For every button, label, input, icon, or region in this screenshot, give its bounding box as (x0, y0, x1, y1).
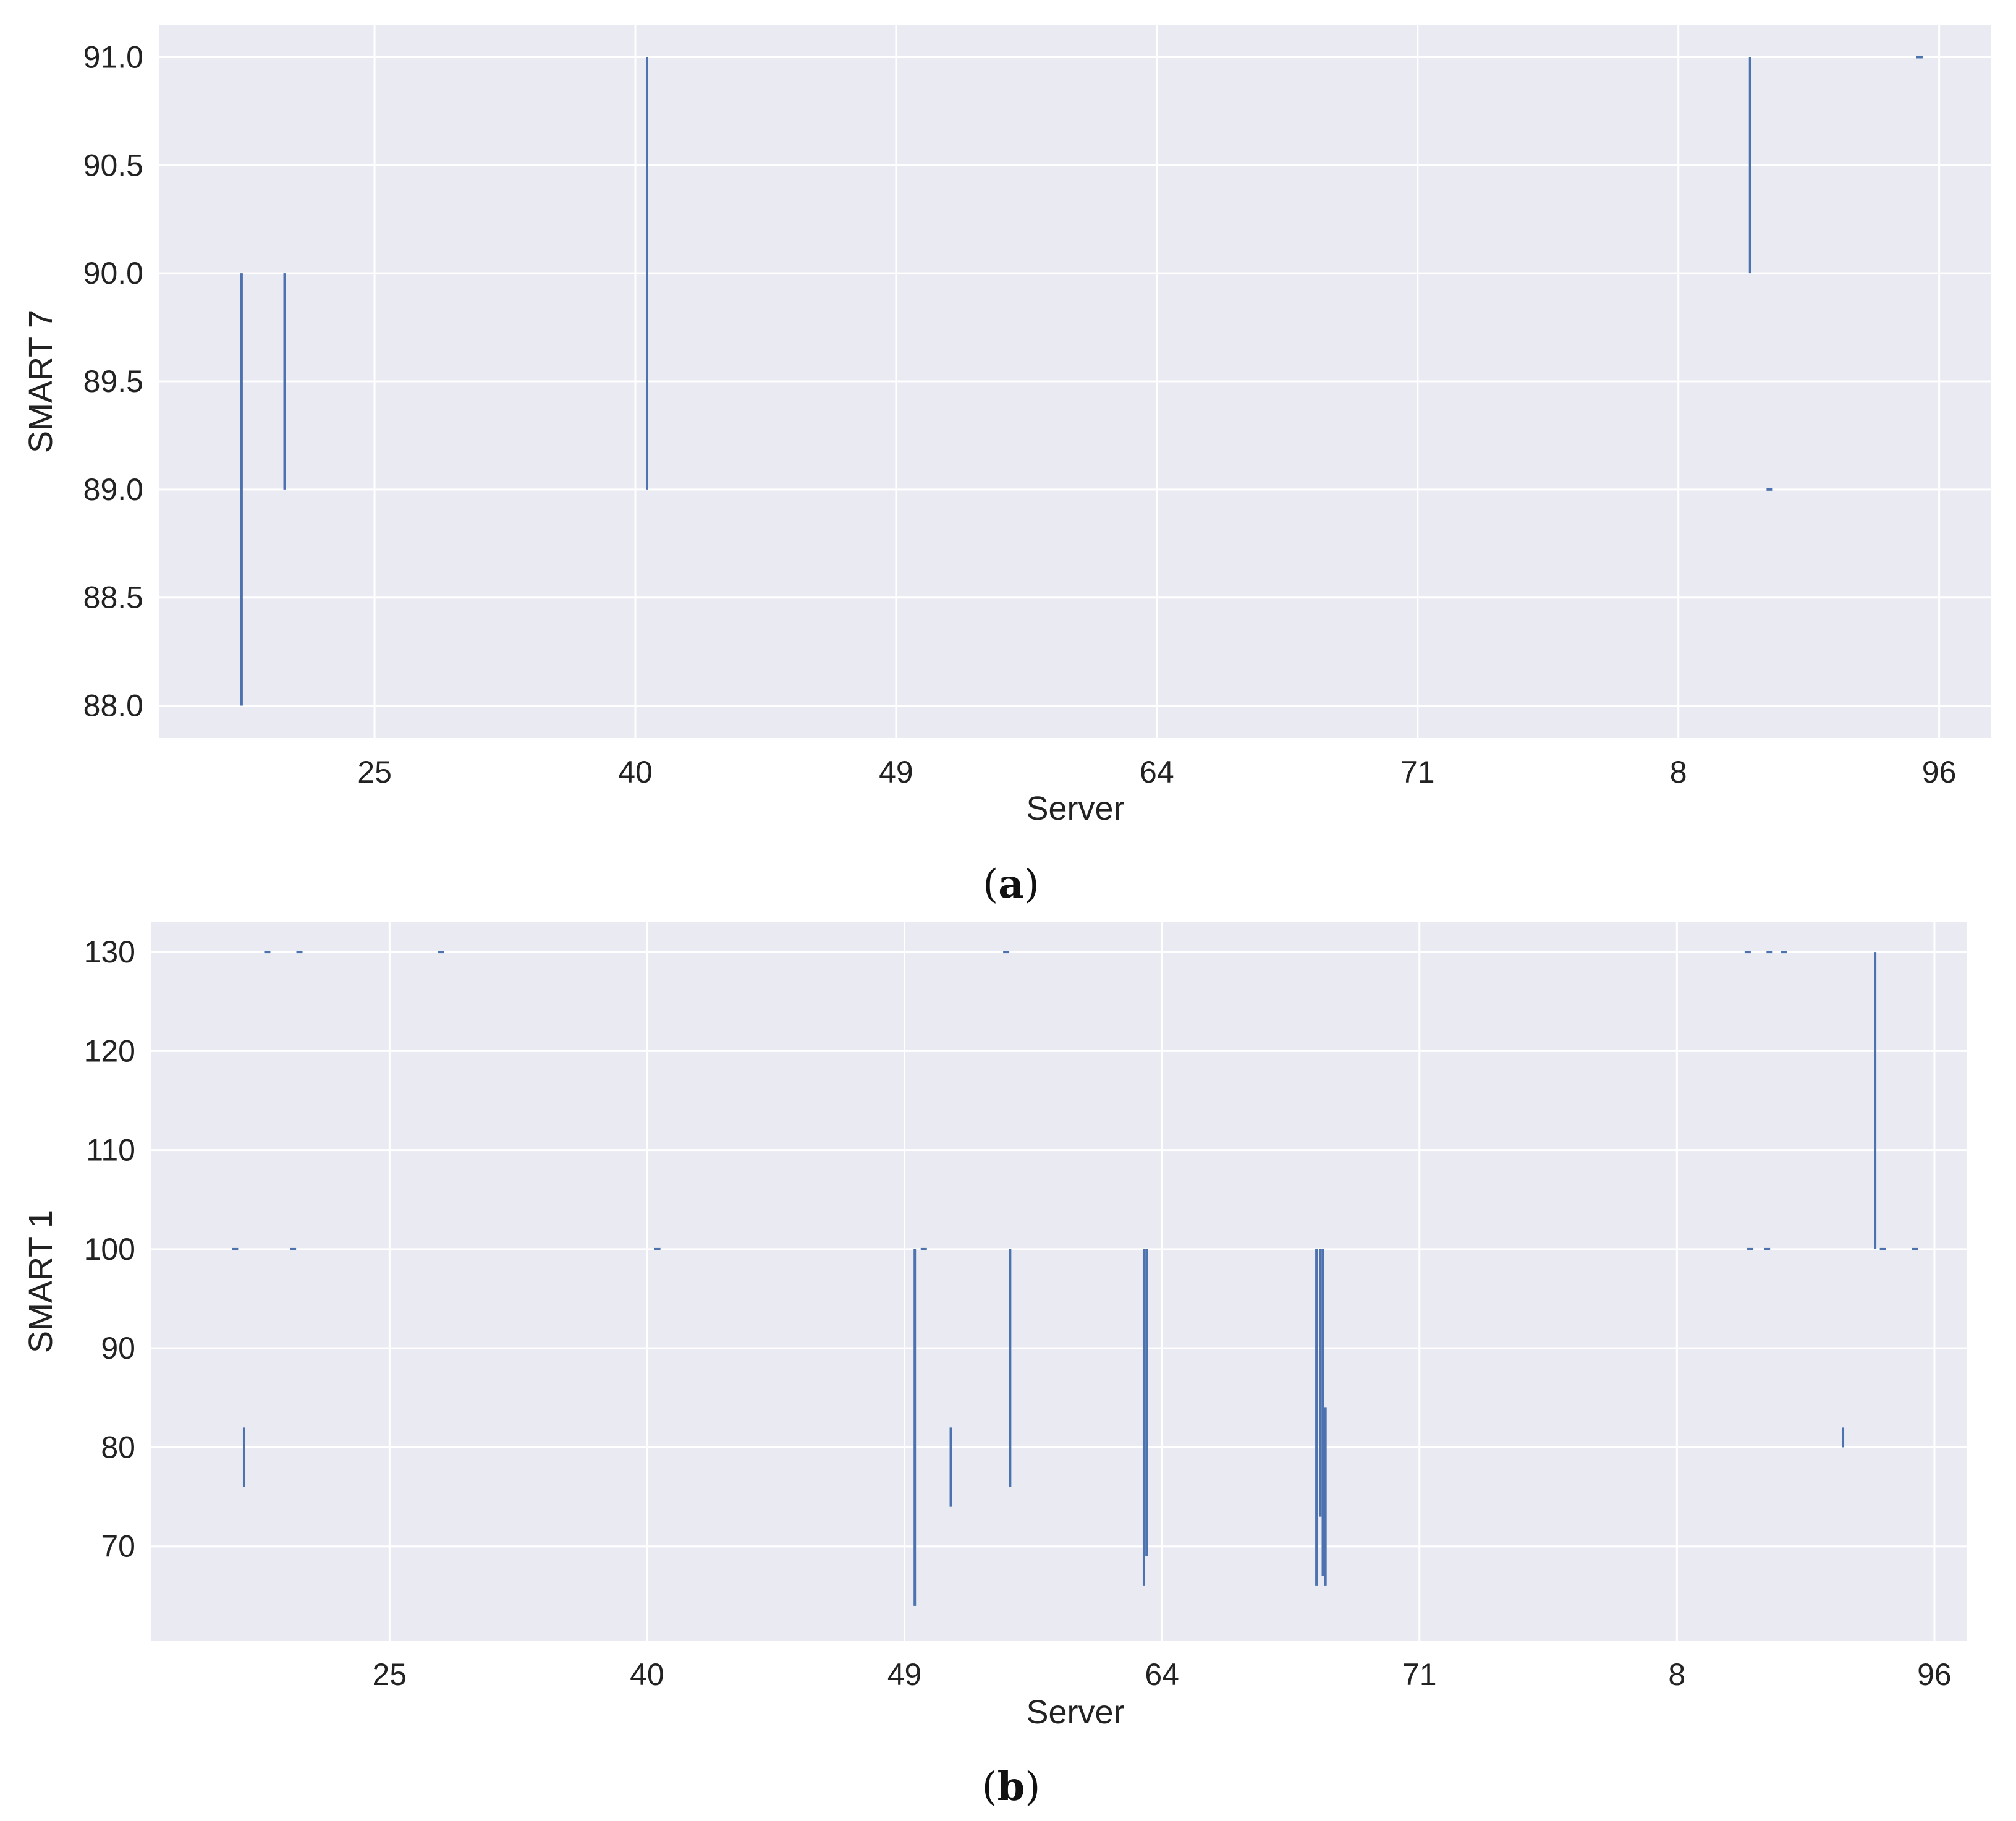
x-tick-label: 96 (1922, 755, 1957, 789)
x-tick-label: 40 (618, 755, 653, 789)
series-a (240, 56, 1923, 706)
caption-a: (a) (983, 861, 1039, 907)
y-ticks-b: 70 80 90 100 110 120 130 (84, 935, 135, 1564)
y-tick-label: 110 (86, 1133, 135, 1168)
y-tick-label: 90 (101, 1331, 135, 1365)
y-tick-label: 90.0 (83, 256, 143, 291)
x-tick-label: 25 (373, 1657, 407, 1692)
x-ticks-a: 25 40 49 64 71 8 96 (357, 755, 1956, 789)
x-tick-label: 49 (879, 755, 913, 789)
x-tick-label: 40 (630, 1657, 664, 1692)
y-axis-label-b: SMART 1 (22, 1210, 59, 1353)
y-axis-label-a: SMART 7 (22, 310, 59, 453)
y-tick-label: 90.5 (83, 148, 143, 182)
x-tick-label: 71 (1400, 755, 1435, 789)
x-axis-label-a: Server (1026, 790, 1124, 827)
y-tick-label: 88.0 (83, 689, 143, 723)
y-tick-label: 91.0 (83, 40, 143, 74)
x-tick-label: 64 (1140, 755, 1174, 789)
y-tick-label: 88.5 (83, 580, 143, 615)
y-tick-label: 100 (84, 1232, 135, 1267)
grid-b (151, 922, 1967, 1641)
y-tick-label: 120 (84, 1034, 135, 1068)
panel-a: 25 40 49 64 71 8 96 88.0 88.5 89.0 89.5 90.0 90.5 91… (22, 25, 1991, 907)
x-tick-label: 71 (1402, 1657, 1437, 1692)
series-b (232, 951, 1918, 1606)
plot-area-b (151, 922, 1967, 1641)
y-tick-label: 70 (101, 1529, 135, 1564)
x-tick-label: 96 (1917, 1657, 1952, 1692)
x-axis-label-b: Server (1026, 1694, 1124, 1731)
x-tick-label: 64 (1145, 1657, 1179, 1692)
y-tick-label: 130 (84, 935, 135, 969)
caption-b: (b) (982, 1764, 1041, 1810)
x-ticks-b: 25 40 49 64 71 8 96 (373, 1657, 1952, 1692)
x-tick-label: 8 (1670, 755, 1687, 789)
y-tick-label: 89.5 (83, 364, 143, 399)
y-ticks-a: 88.0 88.5 89.0 89.5 90.0 90.5 91.0 (83, 40, 143, 723)
y-tick-label: 89.0 (83, 472, 143, 507)
x-tick-label: 25 (357, 755, 392, 789)
y-tick-label: 80 (101, 1430, 135, 1464)
x-tick-label: 8 (1668, 1657, 1685, 1692)
x-tick-label: 49 (887, 1657, 922, 1692)
grid-a (159, 25, 1991, 738)
